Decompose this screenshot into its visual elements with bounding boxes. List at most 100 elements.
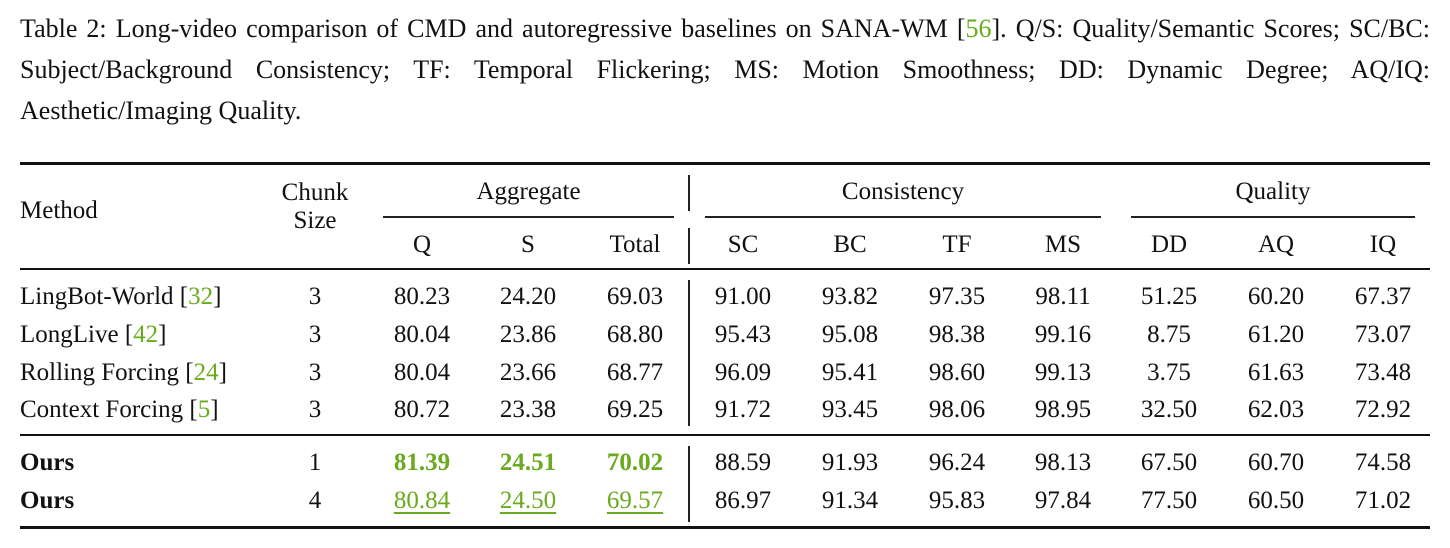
cell-total: 68.77 bbox=[606, 359, 664, 386]
header-group-quality: Quality bbox=[1235, 178, 1311, 205]
cell-iq: 72.92 bbox=[1354, 396, 1412, 423]
table-top-rule bbox=[20, 162, 1430, 165]
cell-iq: 74.58 bbox=[1354, 449, 1412, 476]
cell-bc: 95.08 bbox=[821, 321, 879, 348]
separator-ours bbox=[688, 446, 690, 522]
header-col-total: Total bbox=[609, 231, 661, 258]
header-group-aggregate: Aggregate bbox=[476, 178, 581, 205]
header-col-dd: DD bbox=[1150, 231, 1188, 258]
cell-tf: 97.35 bbox=[928, 283, 986, 310]
aggregate-group-rule bbox=[383, 216, 674, 218]
caption-citation-link[interactable]: 56 bbox=[965, 14, 992, 43]
header-col-tf: TF bbox=[942, 231, 972, 258]
cell-s: 24.51 bbox=[499, 449, 557, 476]
cell-dd: 67.50 bbox=[1140, 449, 1198, 476]
chunk-size: 3 bbox=[308, 359, 322, 386]
caption-text-before: Long-video comparison of CMD and autoreg… bbox=[106, 14, 966, 43]
separator-header-top bbox=[688, 175, 690, 211]
header-method: Method bbox=[20, 197, 98, 224]
cell-iq: 67.37 bbox=[1354, 283, 1412, 310]
separator-header-bottom bbox=[688, 228, 690, 264]
separator-baselines bbox=[688, 280, 690, 426]
table-caption: Table 2: Long-video comparison of CMD an… bbox=[20, 8, 1430, 131]
cell-aq: 60.70 bbox=[1247, 449, 1305, 476]
method-name: Ours bbox=[20, 448, 74, 478]
cell-tf: 98.38 bbox=[928, 321, 986, 348]
caption-text-after: ]. Q/S: Quality/Semantic Scores; SC/BC: … bbox=[20, 14, 1431, 125]
cell-q: 80.84 bbox=[393, 487, 451, 514]
header-chunk-line1: Chunk bbox=[281, 179, 349, 206]
cell-ms: 98.95 bbox=[1034, 396, 1092, 423]
cell-s: 23.66 bbox=[499, 359, 557, 386]
cell-bc: 91.93 bbox=[821, 449, 879, 476]
method-citation-link[interactable]: 42 bbox=[133, 321, 159, 348]
method-label: Ours bbox=[20, 487, 75, 514]
header-col-sc: SC bbox=[727, 231, 759, 258]
cell-tf: 98.06 bbox=[928, 396, 986, 423]
cell-s: 23.38 bbox=[499, 396, 557, 423]
method-citation-close: ] bbox=[218, 359, 227, 386]
cell-ms: 99.16 bbox=[1034, 321, 1092, 348]
chunk-size: 3 bbox=[308, 396, 322, 423]
method-name: LongLive [42] bbox=[20, 320, 167, 350]
method-citation-close: ] bbox=[210, 396, 219, 423]
cell-dd: 51.25 bbox=[1140, 283, 1198, 310]
method-citation-link[interactable]: 24 bbox=[193, 359, 219, 386]
method-citation-link[interactable]: 32 bbox=[188, 283, 214, 310]
cell-ms: 98.13 bbox=[1034, 449, 1092, 476]
cell-ms: 97.84 bbox=[1034, 487, 1092, 514]
cell-aq: 61.63 bbox=[1247, 359, 1305, 386]
cell-s: 23.86 bbox=[499, 321, 557, 348]
cell-s: 24.50 bbox=[499, 487, 557, 514]
quality-group-rule bbox=[1131, 216, 1415, 218]
cell-dd: 32.50 bbox=[1140, 396, 1198, 423]
cell-aq: 60.50 bbox=[1247, 487, 1305, 514]
caption-label: Table 2: bbox=[20, 14, 107, 43]
cell-q: 80.72 bbox=[393, 396, 451, 423]
method-name: Ours bbox=[20, 486, 74, 516]
cell-total: 69.03 bbox=[606, 283, 664, 310]
cell-iq: 73.07 bbox=[1354, 321, 1412, 348]
method-label: LongLive [ bbox=[20, 321, 134, 348]
baseline-bottom-rule bbox=[20, 434, 1430, 436]
method-citation-close: ] bbox=[213, 283, 222, 310]
consistency-group-rule bbox=[705, 216, 1101, 218]
cell-aq: 61.20 bbox=[1247, 321, 1305, 348]
method-label: Context Forcing [ bbox=[20, 396, 198, 423]
cell-ms: 99.13 bbox=[1034, 359, 1092, 386]
chunk-size: 3 bbox=[308, 321, 322, 348]
table-bottom-rule bbox=[20, 526, 1430, 529]
method-citation-close: ] bbox=[158, 321, 167, 348]
cell-s: 24.20 bbox=[499, 283, 557, 310]
header-col-bc: BC bbox=[833, 231, 867, 258]
header-col-iq: IQ bbox=[1369, 231, 1397, 258]
cell-sc: 88.59 bbox=[714, 449, 772, 476]
chunk-size: 1 bbox=[308, 449, 322, 476]
method-label: Rolling Forcing [ bbox=[20, 359, 194, 386]
method-label: Ours bbox=[20, 449, 75, 476]
method-label: LingBot-World [ bbox=[20, 283, 189, 310]
cell-total: 69.57 bbox=[606, 487, 664, 514]
header-chunk-line2: Size bbox=[293, 207, 337, 234]
cell-iq: 71.02 bbox=[1354, 487, 1412, 514]
cell-sc: 91.00 bbox=[714, 283, 772, 310]
cell-sc: 95.43 bbox=[714, 321, 772, 348]
cell-dd: 77.50 bbox=[1140, 487, 1198, 514]
method-name: Context Forcing [5] bbox=[20, 395, 219, 425]
cell-tf: 95.83 bbox=[928, 487, 986, 514]
header-bottom-rule bbox=[20, 268, 1430, 270]
header-col-ms: MS bbox=[1044, 231, 1082, 258]
chunk-size: 4 bbox=[308, 487, 322, 514]
cell-sc: 86.97 bbox=[714, 487, 772, 514]
cell-q: 81.39 bbox=[393, 449, 451, 476]
cell-dd: 3.75 bbox=[1147, 359, 1191, 386]
cell-tf: 96.24 bbox=[928, 449, 986, 476]
method-citation-link[interactable]: 5 bbox=[197, 396, 211, 423]
cell-aq: 62.03 bbox=[1247, 396, 1305, 423]
cell-q: 80.04 bbox=[393, 359, 451, 386]
cell-sc: 91.72 bbox=[714, 396, 772, 423]
header-col-aq: AQ bbox=[1257, 231, 1295, 258]
cell-sc: 96.09 bbox=[714, 359, 772, 386]
cell-dd: 8.75 bbox=[1147, 321, 1191, 348]
cell-bc: 93.45 bbox=[821, 396, 879, 423]
